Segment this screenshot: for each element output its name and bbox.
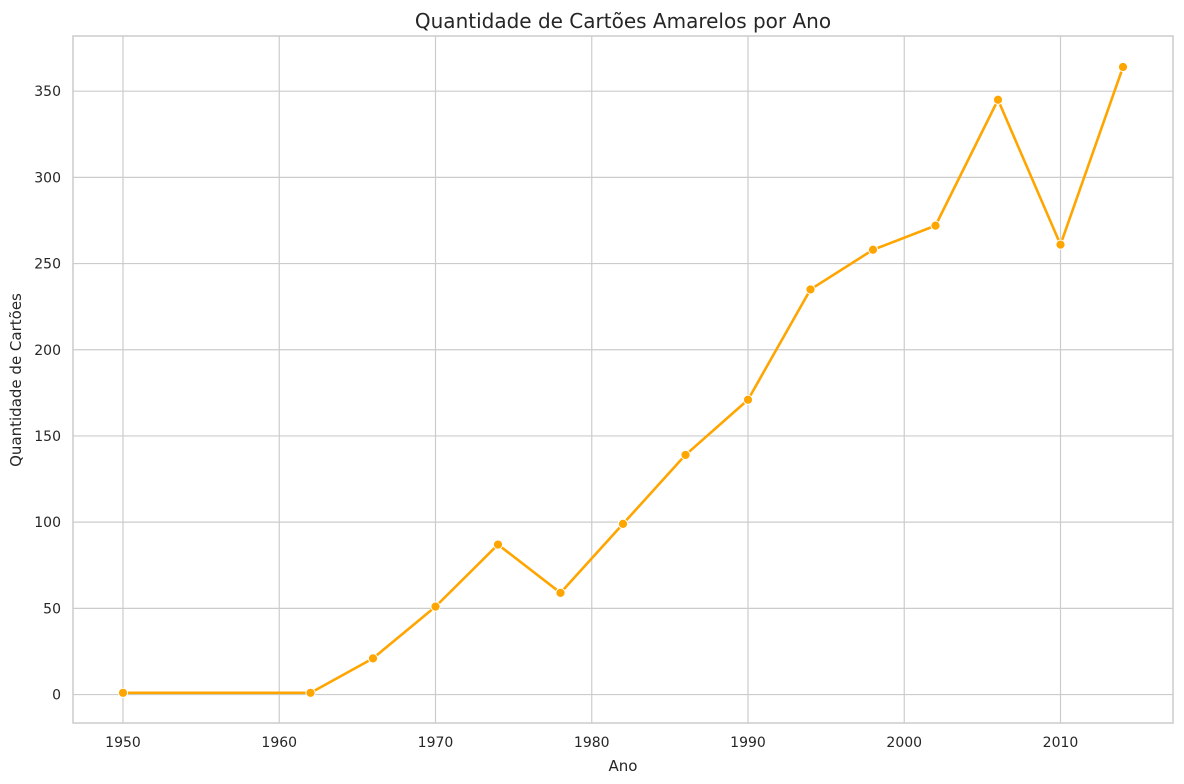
x-tick-label: 1950 bbox=[105, 735, 141, 751]
y-tick-label: 100 bbox=[34, 515, 61, 531]
y-tick-label: 250 bbox=[34, 257, 61, 273]
data-point bbox=[680, 449, 691, 461]
data-point bbox=[617, 518, 629, 529]
y-tick-label: 350 bbox=[34, 84, 61, 100]
x-tick-label: 1960 bbox=[261, 735, 297, 751]
data-point bbox=[117, 687, 129, 698]
data-point bbox=[555, 587, 566, 598]
x-axis-ticks: 1950 1960 1970 1980 1990 2000 2010 bbox=[105, 735, 1078, 751]
data-point bbox=[367, 653, 379, 664]
y-tick-label: 150 bbox=[34, 429, 61, 445]
y-tick-label: 300 bbox=[34, 170, 61, 186]
x-tick-label: 1990 bbox=[730, 735, 766, 751]
data-point bbox=[1117, 61, 1129, 73]
plot-area bbox=[72, 35, 1174, 724]
x-tick-label: 2000 bbox=[886, 735, 922, 751]
y-tick-label: 0 bbox=[52, 688, 61, 704]
data-point bbox=[930, 220, 941, 231]
y-tick-label: 50 bbox=[43, 601, 61, 617]
data-point bbox=[492, 539, 504, 550]
data-point bbox=[742, 394, 754, 405]
chart-title: Quantidade de Cartões Amarelos por Ano bbox=[415, 9, 831, 33]
grid bbox=[73, 36, 1173, 723]
data-point bbox=[805, 284, 816, 295]
data-point bbox=[430, 601, 441, 612]
data-point bbox=[1055, 239, 1066, 250]
data-point bbox=[992, 94, 1004, 105]
y-tick-label: 200 bbox=[34, 343, 61, 359]
x-tick-label: 2010 bbox=[1043, 735, 1079, 751]
y-axis-ticks: 0 50 100 150 200 250 300 350 bbox=[34, 84, 61, 703]
x-tick-label: 1970 bbox=[418, 735, 454, 751]
x-tick-label: 1980 bbox=[574, 735, 610, 751]
x-axis-label: Ano bbox=[609, 757, 638, 775]
data-point bbox=[305, 687, 316, 698]
series-line-group bbox=[121, 65, 1125, 695]
data-point bbox=[867, 244, 879, 255]
series-line bbox=[121, 65, 1125, 695]
data-points bbox=[117, 61, 1129, 698]
y-axis-label: Quantidade de Cartões bbox=[7, 293, 25, 467]
